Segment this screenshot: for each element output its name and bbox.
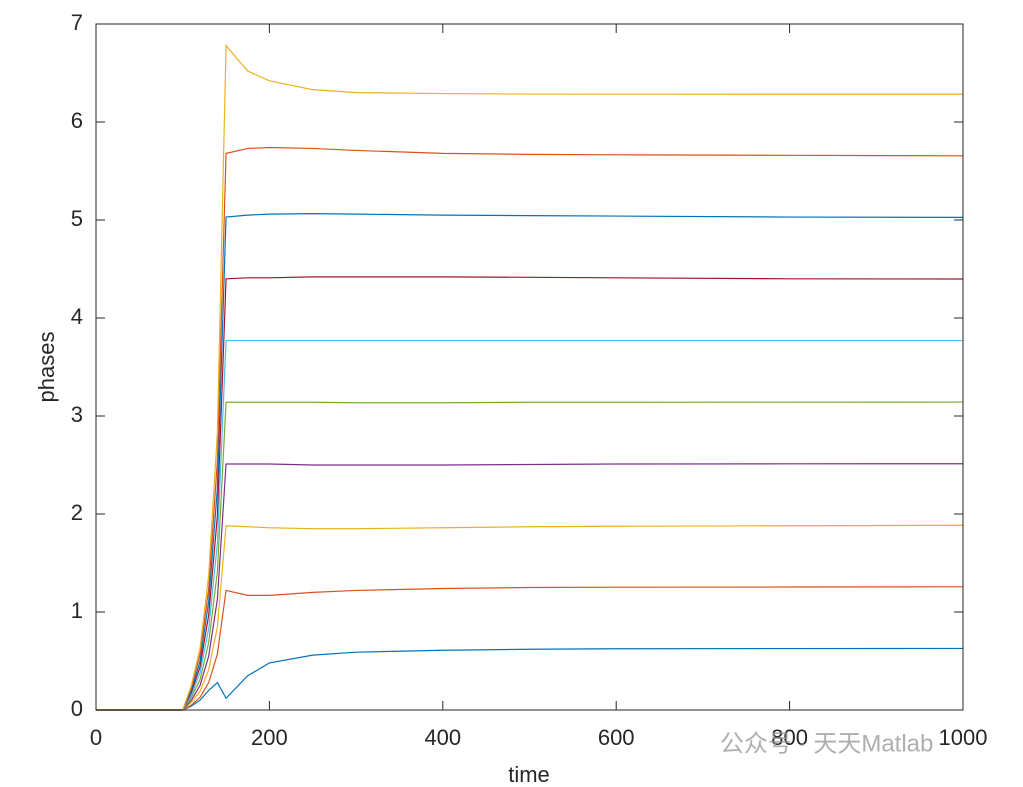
y-tick-label: 0 [71,696,83,721]
data-line [96,146,964,711]
data-line [96,43,963,711]
data-line [96,339,963,711]
data-line [96,213,964,711]
axes-box [95,23,964,711]
data-line [96,276,964,711]
x-tick-label: 600 [598,725,635,750]
data-line [96,524,964,711]
x-tick-label: 1000 [939,725,988,750]
data-line [96,647,964,711]
data-line [96,401,964,711]
x-axis-label: time [508,762,550,787]
y-axis-label: phases [34,332,59,403]
y-tick-label: 2 [71,500,83,525]
y-tick-label: 4 [71,304,83,329]
x-tick-label: 200 [251,725,288,750]
data-line [96,586,964,711]
y-tick-label: 7 [71,10,83,35]
x-tick-label: 0 [90,725,102,750]
x-tick-label: 800 [771,725,808,750]
x-tick-label: 400 [424,725,461,750]
y-tick-label: 3 [71,402,83,427]
y-tick-label: 5 [71,206,83,231]
y-tick-label: 1 [71,598,83,623]
data-line [96,463,964,711]
y-tick-label: 6 [71,108,83,133]
watermark: 公众号 · 天天Matlab [720,730,933,757]
